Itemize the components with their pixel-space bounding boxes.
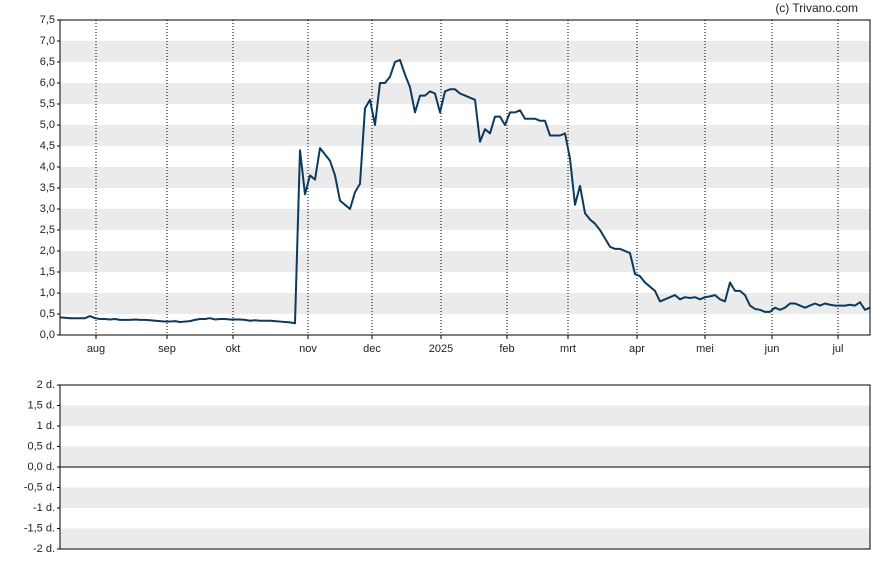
y-tick-label: -0,5 d. [24,481,55,493]
x-tick-label: sep [158,343,176,355]
grid-band [60,487,870,508]
grid-band [60,251,870,272]
y-tick-label: 0,0 d. [27,461,55,473]
y-tick-label: 6,5 [40,56,55,68]
y-tick-label: 7,5 [40,14,55,26]
y-tick-label: 4,0 [40,161,55,173]
y-tick-label: -1 d. [33,502,55,514]
y-tick-label: -1,5 d. [24,522,55,534]
y-tick-label: 1,5 [40,266,55,278]
y-tick-label: -2 d. [33,543,55,555]
grid-band [60,405,870,426]
y-tick-label: 2,0 [40,245,55,257]
y-tick-label: 0,5 [40,308,55,320]
y-tick-label: 3,5 [40,182,55,194]
grid-band [60,125,870,146]
x-tick-label: feb [499,343,514,355]
grid-band [60,209,870,230]
x-tick-label: okt [226,343,241,355]
y-tick-label: 5,0 [40,119,55,131]
x-tick-label: jun [764,343,780,355]
x-tick-label: jul [831,343,843,355]
credit: (c) Trivano.com [775,1,858,15]
plot-frame [59,384,871,550]
y-tick-label: 1,0 [40,287,55,299]
x-tick-label: mrt [560,343,576,355]
y-tick-label: 0,5 d. [27,440,55,452]
x-tick-label: nov [299,343,317,355]
y-tick-label: 7,0 [40,35,55,47]
price-line [59,58,871,325]
y-tick-label: 4,5 [40,140,55,152]
y-tick-label: 5,5 [40,98,55,110]
grid-band [60,83,870,104]
grid-band [60,446,870,467]
x-tick-label: dec [363,343,381,355]
y-tick-label: 1,5 d. [27,399,55,411]
x-tick-label: 2025 [429,343,453,355]
grid-band [60,41,870,62]
y-tick-label: 6,0 [40,77,55,89]
y-tick-label: 2,5 [40,224,55,236]
x-tick-label: aug [87,343,105,355]
x-tick-label: mei [696,343,714,355]
plot-frame [59,19,871,336]
y-tick-label: 3,0 [40,203,55,215]
y-tick-label: 0,0 [40,329,55,341]
grid-band [60,167,870,188]
y-tick-label: 1 d. [37,420,55,432]
x-tick-label: apr [629,343,645,355]
y-tick-label: 2 d. [37,379,55,391]
grid-band [60,528,870,549]
